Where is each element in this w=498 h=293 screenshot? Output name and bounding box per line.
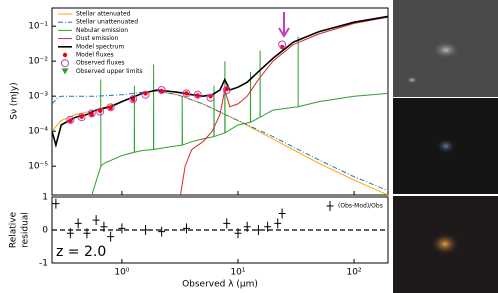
observed-flux	[106, 103, 115, 112]
residual-point	[107, 231, 115, 242]
legend-item: Model spectrum	[58, 43, 124, 50]
observed-flux	[278, 40, 287, 49]
legend-item: (Obs-Mod)/Obs	[326, 201, 383, 211]
y-tick-label: 10⁻⁴	[28, 127, 48, 137]
image-source	[431, 233, 459, 255]
model-flux	[108, 105, 113, 111]
x-tick-label: 10⁰	[114, 268, 129, 278]
observed-flux	[182, 89, 191, 98]
residual-point	[142, 225, 150, 235]
observed-flux	[87, 109, 96, 118]
legend-item: Observed upper limits	[61, 68, 143, 75]
legend-item: Stellar attenuated	[58, 11, 131, 18]
observed-flux	[157, 85, 166, 94]
legend-label: Stellar attenuated	[76, 11, 131, 18]
legend-item: Observed fluxes	[61, 59, 125, 68]
legend-swatch	[326, 201, 334, 211]
residual-point	[118, 223, 126, 234]
model-flux	[224, 86, 229, 92]
y-tick-label: 10⁻⁵	[28, 162, 48, 172]
main-frame	[51, 7, 389, 196]
observed-flux	[129, 95, 138, 104]
y-tick-label: 10⁻¹	[28, 22, 48, 32]
series-line	[52, 90, 388, 195]
residual-point	[243, 221, 251, 232]
residual-point	[66, 228, 74, 239]
legend-label: Dust emission	[76, 35, 119, 42]
y-tick-label: -1	[39, 259, 48, 269]
model-flux	[143, 91, 148, 96]
legend-swatch	[61, 68, 69, 75]
residual-point	[223, 218, 231, 229]
residual-point	[83, 228, 91, 239]
legend-swatch	[62, 52, 68, 58]
observed-flux	[77, 113, 86, 122]
legend-label: Model spectrum	[76, 43, 124, 50]
y-tick-label: 0	[42, 226, 48, 236]
y-axis-label: Relative	[9, 211, 19, 248]
observed-flux	[66, 115, 75, 124]
residual-point	[182, 223, 190, 234]
residual-point	[52, 198, 60, 209]
y-axis-label: Sν (mJy)	[10, 82, 20, 119]
x-tick-label: 10²	[347, 268, 362, 278]
annotation: z = 2.0	[56, 244, 106, 260]
model-flux	[279, 45, 285, 50]
thumbnails	[393, 0, 498, 293]
residual-point	[274, 218, 282, 229]
residual-point	[278, 208, 286, 219]
legend-label: Model fluxes	[76, 52, 114, 59]
model-flux	[97, 108, 103, 114]
observed-flux	[193, 90, 202, 99]
arrow	[278, 12, 290, 38]
observed-flux	[222, 85, 231, 94]
residual-plot	[52, 198, 388, 242]
model-flux	[130, 97, 136, 102]
model-flux	[79, 114, 84, 119]
legend-label: Nebular emission	[76, 27, 128, 34]
series-line	[91, 36, 388, 195]
model-flux	[184, 91, 189, 96]
legend-item: Model fluxes	[62, 52, 114, 59]
model-flux	[208, 93, 213, 99]
model-flux	[68, 118, 73, 123]
residual-point	[100, 221, 108, 232]
x-tick-label: 10¹	[230, 268, 245, 278]
legend-label: Stellar unattenuated	[76, 19, 138, 26]
observed-flux	[206, 93, 215, 102]
residual-point	[158, 226, 166, 237]
series-line	[52, 90, 388, 192]
legend-item: Stellar unattenuated	[58, 19, 138, 26]
residual-point	[74, 218, 82, 229]
x-axis-label: Observed λ (μm)	[182, 280, 258, 290]
legend-item: Dust emission	[58, 35, 119, 42]
series-line	[179, 16, 388, 195]
image-source	[432, 41, 460, 59]
legend-swatch	[61, 59, 69, 68]
y-tick-label: 10⁻³	[28, 92, 48, 102]
image-source	[406, 76, 418, 84]
y-axis-label: residual	[21, 212, 31, 248]
image-source	[436, 138, 456, 154]
y-tick-label: 1	[42, 193, 48, 203]
legend-label: (Obs-Mod)/Obs	[338, 203, 383, 210]
observed-flux	[96, 107, 105, 116]
residual-point	[92, 215, 100, 226]
model-flux	[89, 112, 94, 117]
main-plot	[52, 15, 388, 195]
y-tick-label: 10⁻²	[28, 57, 48, 67]
residual-point	[254, 225, 262, 235]
model-flux	[159, 88, 164, 94]
axes: 10⁻⁵ 10⁻⁴ 10⁻³ 10⁻² 10⁻¹ Stellar attenuatedSt…	[28, 11, 383, 278]
observed-flux	[141, 90, 150, 99]
model-flux	[195, 93, 200, 98]
legend-label: Observed fluxes	[76, 60, 125, 67]
legend-item: Nebular emission	[58, 27, 128, 34]
residual-point	[234, 228, 242, 239]
legend-label: Observed upper limits	[76, 68, 143, 75]
residual-point	[264, 221, 272, 232]
